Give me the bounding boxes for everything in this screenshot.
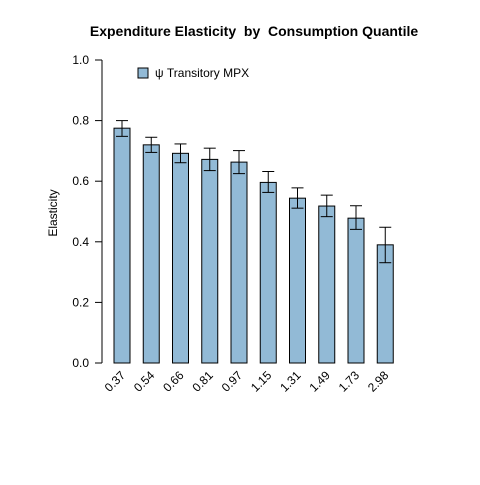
bar: [172, 152, 189, 364]
legend-label: ψ Transitory MPX: [155, 66, 249, 80]
bar: [347, 217, 365, 364]
y-tick-label: 0.6: [72, 174, 89, 188]
y-tick-label: 0.8: [72, 114, 89, 128]
y-tick-label: 1.0: [72, 53, 89, 67]
x-tick-label: 0.66: [160, 368, 187, 395]
bar: [201, 158, 219, 364]
legend-swatch: [137, 67, 149, 79]
y-tick-label: 0.2: [72, 295, 89, 309]
legend: ψ Transitory MPX: [137, 66, 249, 80]
x-tick-label: 0.81: [189, 368, 216, 395]
x-tick-label: 0.54: [131, 368, 158, 395]
x-tick-label: 2.98: [365, 368, 392, 395]
x-axis: 0.37 0.54 0.66 0.81 0.97 1.15 1.31 1.49 1.73 2.98: [102, 368, 392, 395]
x-tick-label: 0.97: [219, 368, 246, 395]
x-tick-label: 1.31: [277, 368, 304, 395]
error-bars: [116, 120, 392, 264]
bars: [113, 127, 394, 364]
x-tick-label: 1.49: [306, 368, 333, 395]
y-tick-label: 0.0: [72, 356, 89, 370]
y-axis-label: Elasticity: [46, 189, 60, 236]
bar: [142, 144, 160, 364]
y-tick-label: 0.4: [72, 235, 89, 249]
bar: [113, 127, 131, 364]
y-axis: 0.0 0.2 0.4 0.6 0.8 1.0: [72, 53, 103, 370]
bar: [259, 181, 277, 364]
x-tick-label: 1.73: [336, 368, 363, 395]
x-tick-label: 0.37: [102, 368, 129, 395]
bar: [230, 161, 248, 364]
chart-title: Expenditure Elasticity by Consumption Qu…: [90, 23, 418, 39]
x-tick-label: 1.15: [248, 368, 275, 395]
bar: [318, 205, 336, 364]
bar: [289, 197, 306, 364]
